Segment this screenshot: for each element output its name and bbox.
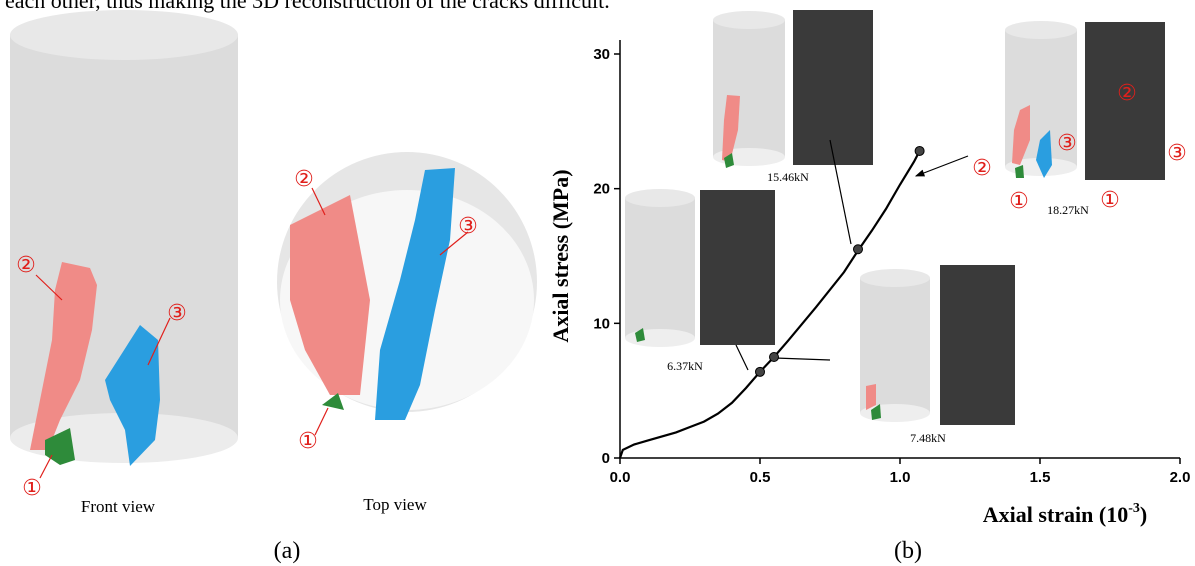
x-axis-label-part: -3 <box>1128 501 1140 516</box>
load-label: 15.46kN <box>767 170 809 184</box>
y-tick-label: 30 <box>593 46 610 63</box>
load-label: 18.27kN <box>1047 203 1089 217</box>
x-tick-label: 0.0 <box>610 469 631 486</box>
x-axis-label-part: Axial strain (10 <box>983 502 1128 527</box>
crack-label: ③ <box>1167 141 1187 166</box>
x-tick-label: 1.5 <box>1030 469 1051 486</box>
x-tick-label: 1.0 <box>890 469 911 486</box>
crack-label: ② <box>16 253 36 278</box>
load-point <box>915 146 924 155</box>
crack-label: ③ <box>458 214 478 239</box>
y-tick-label: 0 <box>602 450 610 467</box>
y-tick-label: 20 <box>593 181 610 198</box>
x-tick-label: 2.0 <box>1170 469 1191 486</box>
top-view <box>277 152 537 435</box>
crack-label: ② <box>294 167 314 192</box>
crack-label: ② <box>972 156 992 181</box>
panel-caption: (a) <box>274 538 301 564</box>
load-point <box>756 367 765 376</box>
front-view <box>10 10 238 478</box>
x-axis-label: Axial strain (10-3) <box>983 501 1147 527</box>
insets <box>625 10 1165 425</box>
crack-label: ③ <box>1057 131 1077 156</box>
load-label: 6.37kN <box>667 359 703 373</box>
y-axis-label: Axial stress (MPa) <box>548 169 573 342</box>
crack-label: ② <box>1117 81 1137 106</box>
top-view-label: Top view <box>363 495 427 514</box>
load-label: 7.48kN <box>910 431 946 445</box>
y-tick-label: 10 <box>593 315 610 332</box>
crack-label: ① <box>298 429 318 454</box>
crack-label: ① <box>1100 188 1120 213</box>
crack-label: ① <box>22 476 42 501</box>
load-point <box>854 245 863 254</box>
crack-label: ③ <box>167 301 187 326</box>
crack-label: ① <box>1009 189 1029 214</box>
x-tick-label: 0.5 <box>750 469 771 486</box>
front-view-label: Front view <box>81 497 156 516</box>
x-axis-label-part: ) <box>1140 502 1147 527</box>
load-point <box>770 353 779 362</box>
panel-caption: (b) <box>894 538 922 564</box>
figure: each other, thus making the 3D reconstru… <box>0 0 1195 566</box>
